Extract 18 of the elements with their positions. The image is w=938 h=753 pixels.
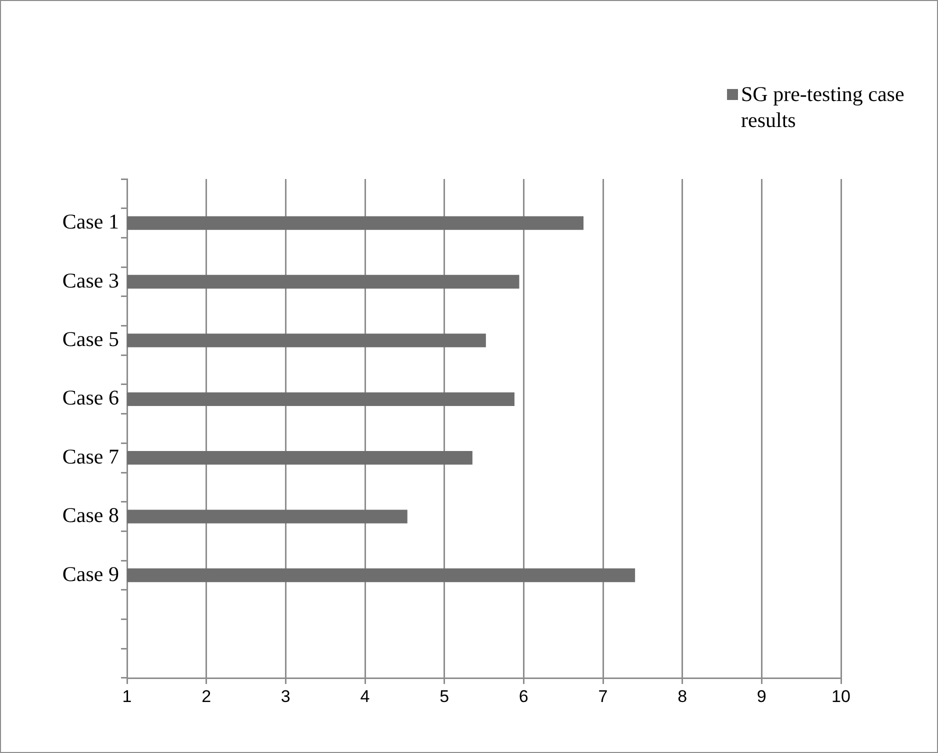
x-tick-label: 5 [440, 686, 450, 706]
x-tick-label: 1 [122, 686, 132, 706]
y-tick-label: Case 9 [62, 562, 119, 586]
y-tick-label: Case 6 [62, 386, 119, 410]
y-tick-label: Case 3 [62, 268, 119, 292]
x-tick-label: 8 [678, 686, 688, 706]
x-tick-label: 6 [518, 686, 528, 706]
y-tick-label: Case 5 [62, 326, 119, 351]
y-tick-label: Case 1 [62, 210, 119, 234]
x-tick-label: 3 [280, 686, 290, 706]
y-tick-label: Case 7 [62, 444, 119, 468]
x-tick-label: 7 [598, 686, 608, 706]
x-tick-label: 4 [360, 686, 370, 706]
x-tick-label: 10 [832, 686, 850, 706]
x-tick-label: 2 [202, 686, 212, 706]
legend-label: SG pre-testing case results [741, 81, 906, 133]
y-tick-label: Case 8 [62, 503, 119, 528]
x-tick-label: 9 [756, 686, 766, 706]
